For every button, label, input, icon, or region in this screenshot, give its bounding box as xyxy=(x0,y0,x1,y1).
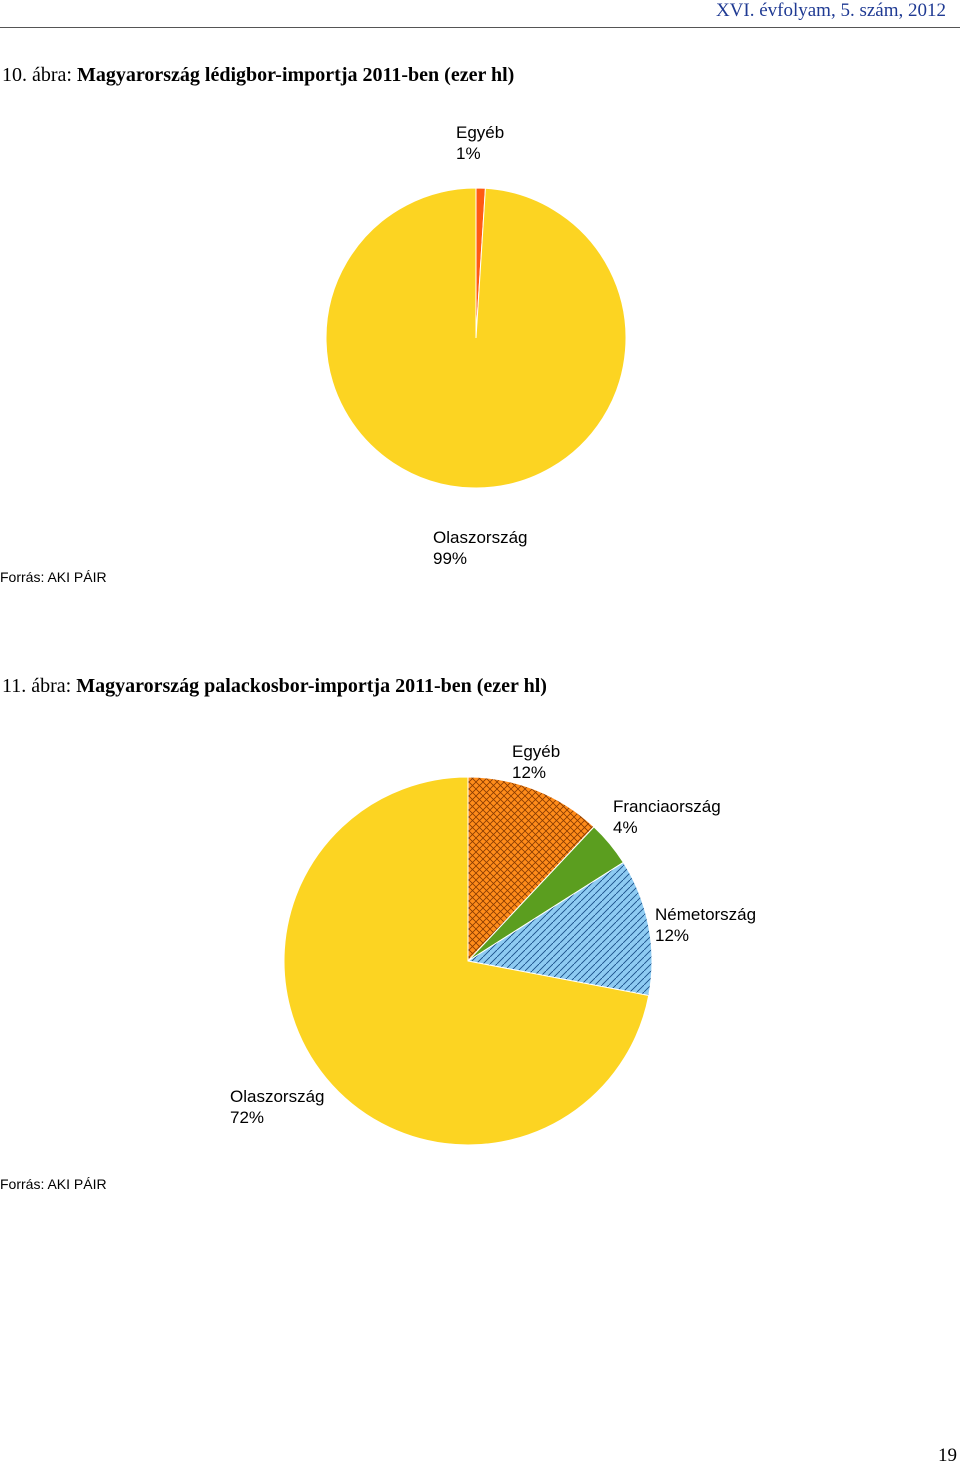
slice-label-nemetorszag-name: Németország xyxy=(655,905,757,924)
slice-label-egyeb-name: Egyéb xyxy=(512,742,561,761)
pie-slice-olaszorszag xyxy=(325,187,627,489)
slice-label-nemetorszag-pct: 12% xyxy=(655,926,690,945)
figure-10-source: Forrás: AKI PÁIR xyxy=(0,569,107,585)
pie-chart-bulk-wine xyxy=(325,187,627,489)
figure-10-number: 10. ábra: xyxy=(2,64,72,86)
figure-11-number: 11. ábra: xyxy=(2,675,72,697)
pie-slice-egyeb xyxy=(467,776,595,963)
slice-label-olaszorszag: Olaszország 99% xyxy=(433,527,527,569)
slice-label-olaszorszag: Olaszország 72% xyxy=(230,1086,324,1128)
pie-slice-olaszorszag xyxy=(283,776,650,1146)
figure-11-source: Forrás: AKI PÁIR xyxy=(0,1176,107,1192)
pie-slice-nemetorszag xyxy=(466,861,653,997)
slice-label-egyeb-pct: 12% xyxy=(512,763,547,782)
figure-11-title: 11. ábra: Magyarország palackosbor-impor… xyxy=(2,675,547,698)
slice-label-franciaorszag-pct: 4% xyxy=(613,818,638,837)
slice-label-olaszorszag-pct: 99% xyxy=(433,549,468,568)
slice-label-franciaorszag: Franciaország 4% xyxy=(613,796,721,838)
slice-label-egyeb: Egyéb 1% xyxy=(456,122,504,164)
slice-label-egyeb-pct: 1% xyxy=(456,144,481,163)
slice-label-olaszorszag-pct: 72% xyxy=(230,1108,265,1127)
slice-label-egyeb-name: Egyéb xyxy=(456,123,505,142)
journal-issue-header: XVI. évfolyam, 5. szám, 2012 xyxy=(715,0,946,21)
slice-label-nemetorszag: Németország 12% xyxy=(655,904,756,946)
pie-chart-bottled-wine xyxy=(283,776,653,1146)
slice-label-egyeb: Egyéb 12% xyxy=(512,741,560,783)
slice-label-olaszorszag-name: Olaszország xyxy=(433,528,528,547)
figure-10-title: 10. ábra: Magyarország lédigbor-importja… xyxy=(2,64,514,87)
figure-11-title-text: Magyarország palackosbor-importja 2011-b… xyxy=(76,675,547,697)
figure-10-title-text: Magyarország lédigbor-importja 2011-ben … xyxy=(76,64,515,86)
slice-label-franciaorszag-name: Franciaország xyxy=(613,797,721,816)
header-divider xyxy=(0,27,960,28)
page-number: 19 xyxy=(938,1445,957,1466)
slice-label-olaszorszag-name: Olaszország xyxy=(230,1087,325,1106)
